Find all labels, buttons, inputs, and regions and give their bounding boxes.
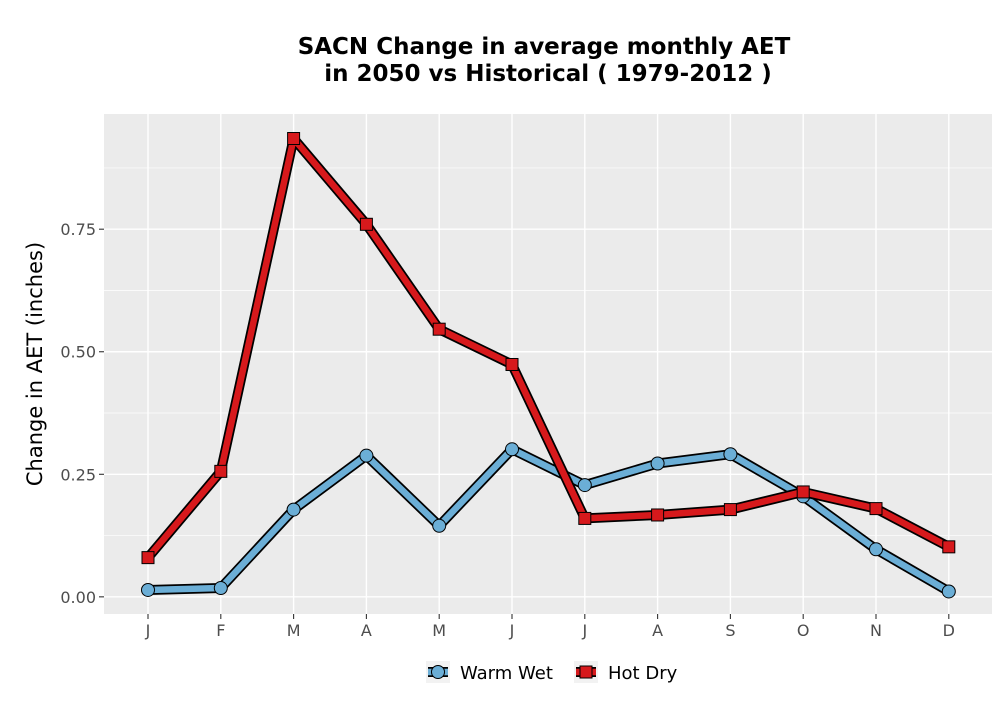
data-point: [141, 582, 155, 597]
data-point: [432, 518, 447, 533]
data-point: [723, 503, 737, 517]
chart-title: SACN Change in average monthly AET: [298, 34, 791, 60]
x-tick-label: D: [943, 621, 955, 640]
data-point: [141, 551, 155, 565]
x-tick-label: J: [581, 621, 587, 640]
legend-label: Hot Dry: [608, 663, 678, 684]
series-line: [144, 135, 953, 561]
x-tick-label: M: [432, 621, 446, 640]
data-point: [505, 442, 519, 457]
x-tick-label: O: [797, 621, 810, 640]
y-axis-title: Change in AET (inches): [23, 242, 47, 486]
y-tick-label: 0.00: [60, 588, 96, 607]
data-point: [432, 322, 446, 336]
x-tick-label: J: [145, 621, 151, 640]
data-point: [869, 502, 883, 516]
x-tick-label: A: [361, 621, 372, 640]
x-tick-label: N: [870, 621, 882, 640]
data-point: [723, 447, 738, 462]
legend-marker: [579, 665, 593, 679]
grid-major: [104, 114, 992, 614]
y-axis: 0.00 0.25 0.50 0.75: [60, 220, 104, 607]
grid-minor: [104, 167, 992, 536]
data-point: [650, 456, 665, 471]
x-tick-label: M: [287, 621, 301, 640]
series-line: [144, 446, 953, 595]
y-tick-label: 0.25: [60, 465, 96, 484]
y-tick-label: 0.75: [60, 220, 96, 239]
x-tick-label: J: [509, 621, 515, 640]
data-point: [651, 508, 665, 522]
x-tick-label: S: [725, 621, 735, 640]
data-point: [213, 581, 228, 596]
x-tick-label: F: [216, 621, 225, 640]
data-point: [796, 485, 810, 499]
data-point: [286, 502, 301, 517]
x-tick-label: A: [652, 621, 663, 640]
data-point: [577, 478, 592, 493]
series-layer: [141, 132, 956, 599]
data-point: [287, 132, 301, 146]
legend-label: Warm Wet: [460, 663, 553, 684]
data-point: [505, 357, 519, 371]
data-point: [941, 584, 956, 599]
data-point: [869, 542, 883, 557]
data-point: [359, 217, 373, 231]
data-point: [359, 448, 374, 463]
data-point: [214, 464, 228, 478]
y-tick-label: 0.50: [60, 343, 96, 362]
data-point: [942, 540, 956, 554]
chart-subtitle: in 2050 vs Historical ( 1979-2012 ): [324, 61, 771, 87]
legend: Warm Wet Hot Dry: [426, 661, 678, 684]
legend-marker: [431, 665, 445, 679]
data-point: [578, 511, 592, 525]
